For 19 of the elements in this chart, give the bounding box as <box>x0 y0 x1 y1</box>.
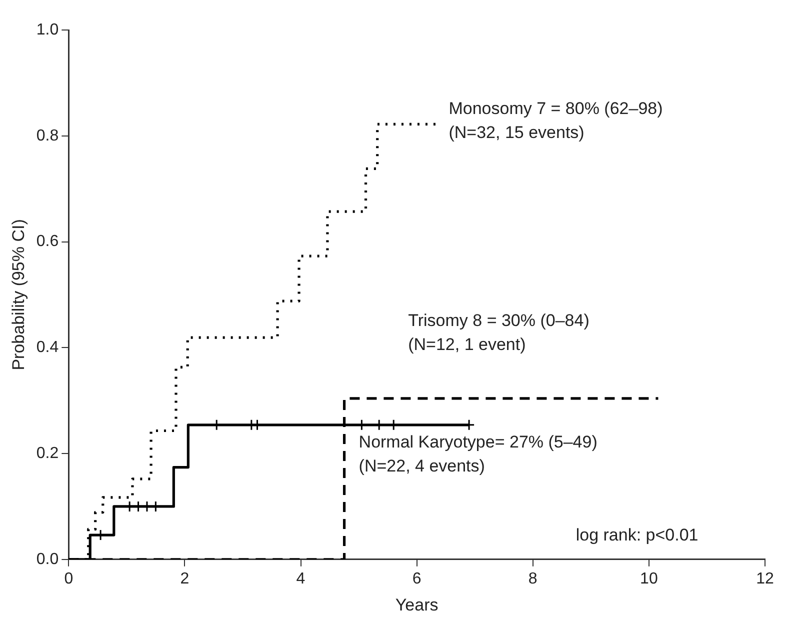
x-tick-label: 2 <box>180 570 190 588</box>
x-tick-label: 8 <box>528 570 538 588</box>
annotation: log rank: p<0.01 <box>576 525 698 544</box>
x-tick-label: 6 <box>412 570 422 588</box>
y-tick-label: 0.4 <box>36 339 59 356</box>
y-tick-label: 0.6 <box>36 233 59 250</box>
y-axis-title: Probability (95% CI) <box>8 219 28 370</box>
x-tick-label: 4 <box>296 570 306 588</box>
annotation: Monosomy 7 = 80% (62–98) (N=32, 15 events) <box>448 99 663 142</box>
x-tick-label: 0 <box>64 570 74 588</box>
x-tick-label: 10 <box>640 570 658 588</box>
y-tick-label: 0.8 <box>36 127 59 144</box>
y-tick-label: 0.0 <box>36 550 59 568</box>
x-axis-title: Years <box>395 595 438 614</box>
annotation: Trisomy 8 = 30% (0–84) (N=12, 1 event) <box>408 310 590 354</box>
x-tick-label: 12 <box>756 570 774 588</box>
y-tick-label: 0.2 <box>36 444 59 462</box>
y-tick-label: 1.0 <box>36 21 59 38</box>
annotation: Normal Karyotype= 27% (5–49) (N=22, 4 events) <box>358 432 598 476</box>
